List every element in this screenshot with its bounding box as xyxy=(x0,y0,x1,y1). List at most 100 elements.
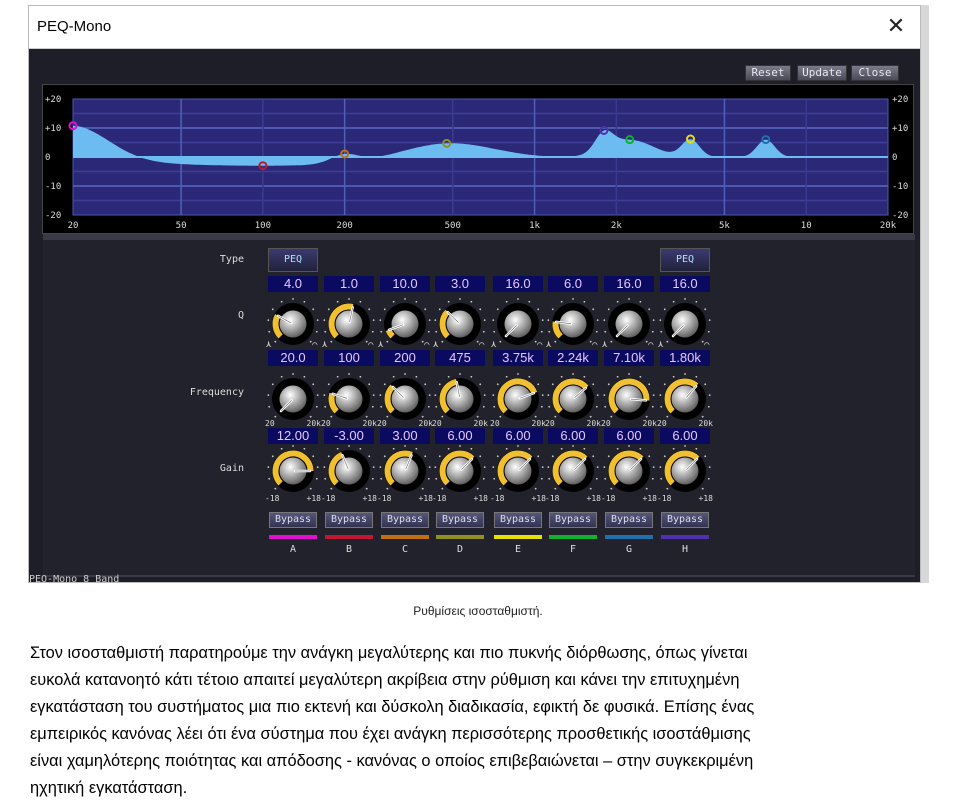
type-button-A[interactable]: PEQ xyxy=(268,248,318,272)
band-marker-G[interactable] xyxy=(761,135,771,145)
frequency-value-D[interactable]: 475 xyxy=(435,350,485,366)
knob-tick xyxy=(639,375,642,378)
q-value-H[interactable]: 16.0 xyxy=(660,276,710,292)
q-value-B[interactable]: 1.0 xyxy=(324,276,374,292)
q-knob-G[interactable] xyxy=(599,294,659,354)
knob-tick xyxy=(415,300,418,303)
eq-curve-plot[interactable]: +20 +20 +10 +10 0 0 -10 -10 -20 -20 20 50 100 200 500 1… xyxy=(43,85,915,235)
gain-knob-D[interactable] xyxy=(430,441,490,501)
gain-min-label: -18 xyxy=(432,494,447,503)
bypass-button-F[interactable]: Bypass xyxy=(549,512,597,528)
band-marker-B[interactable] xyxy=(258,161,268,171)
gain-knob-F[interactable] xyxy=(543,441,603,501)
knob-tick xyxy=(447,300,450,303)
frequency-value-G[interactable]: 7.10k xyxy=(604,350,654,366)
knob-tick xyxy=(392,375,395,378)
knob-tick xyxy=(684,298,686,300)
band-marker-C[interactable] xyxy=(340,149,350,159)
q-value-F[interactable]: 6.0 xyxy=(548,276,598,292)
q-knob-B[interactable] xyxy=(319,294,379,354)
bypass-button-H[interactable]: Bypass xyxy=(661,512,709,528)
knob-tick xyxy=(560,447,563,450)
gain-knob-B[interactable] xyxy=(319,441,379,501)
knob-tick xyxy=(666,340,669,343)
frequency-knob-A[interactable] xyxy=(263,369,323,429)
knob-tick xyxy=(666,487,669,490)
frequency-value-A[interactable]: 20.0 xyxy=(268,350,318,366)
knob-pointer-edge xyxy=(461,458,473,470)
gain-value-E[interactable]: 6.00 xyxy=(493,428,543,444)
frequency-value-C[interactable]: 200 xyxy=(380,350,430,366)
close-icon[interactable]: ✕ xyxy=(886,13,906,38)
gain-knob-C[interactable] xyxy=(375,441,435,501)
frequency-knob-H[interactable] xyxy=(655,369,715,429)
band-marker-A[interactable] xyxy=(68,121,78,131)
frequency-value-E[interactable]: 3.75k xyxy=(493,350,543,366)
band-marker-F[interactable] xyxy=(625,135,635,145)
q-value-A[interactable]: 4.0 xyxy=(268,276,318,292)
frequency-knob-F[interactable] xyxy=(543,369,603,429)
frequency-knob-C[interactable] xyxy=(375,369,435,429)
reset-button[interactable]: Reset xyxy=(745,65,791,81)
gain-knob-H[interactable] xyxy=(655,441,715,501)
x-tick-label: 200 xyxy=(337,221,353,231)
frequency-value-H[interactable]: 1.80k xyxy=(660,350,710,366)
bypass-button-A[interactable]: Bypass xyxy=(269,512,317,528)
q-knob-E[interactable] xyxy=(488,294,548,354)
band-marker-D[interactable] xyxy=(442,138,452,148)
gain-value-C[interactable]: 3.00 xyxy=(380,428,430,444)
knob-tick xyxy=(541,319,544,321)
bypass-button-E[interactable]: Bypass xyxy=(494,512,542,528)
knob-tick xyxy=(434,319,437,321)
knob-tick xyxy=(386,415,389,418)
gain-scale: -18 +18 xyxy=(601,494,657,503)
gain-knob-A[interactable] xyxy=(263,441,323,501)
update-button[interactable]: Update xyxy=(797,65,847,81)
frequency-value-F[interactable]: 2.24k xyxy=(548,350,598,366)
knob-tick xyxy=(672,447,675,450)
type-button-H[interactable]: PEQ xyxy=(660,248,710,272)
y-tick-label: 0 xyxy=(45,153,50,163)
gain-knob-E[interactable] xyxy=(488,441,548,501)
q-knob-A[interactable] xyxy=(263,294,323,354)
gain-knob-G[interactable] xyxy=(599,441,659,501)
paragraph-line: εμπειρικός κανόνας λέει ότι ένα σύστημα … xyxy=(30,725,751,743)
frequency-knob-D[interactable] xyxy=(430,369,490,429)
gain-value-B[interactable]: -3.00 xyxy=(324,428,374,444)
q-knob-F[interactable] xyxy=(543,294,603,354)
knob-pointer-edge xyxy=(686,458,698,470)
freq-max-label: 20k xyxy=(642,419,657,428)
knob-tick xyxy=(695,375,698,378)
q-value-C[interactable]: 10.0 xyxy=(380,276,430,292)
gain-value-F[interactable]: 6.00 xyxy=(548,428,598,444)
gain-value-G[interactable]: 6.00 xyxy=(604,428,654,444)
gain-value-D[interactable]: 6.00 xyxy=(435,428,485,444)
wide-filter-icon: ⋏ xyxy=(322,340,328,350)
band-letter-A: A xyxy=(289,544,297,555)
gain-value-H[interactable]: 6.00 xyxy=(660,428,710,444)
bypass-button-C[interactable]: Bypass xyxy=(381,512,429,528)
peq-window: PEQ-Mono ✕ Reset Update Close +20 +20 +10 +… xyxy=(28,5,921,583)
knob-tick xyxy=(496,308,499,311)
q-value-E[interactable]: 16.0 xyxy=(493,276,543,292)
close-button[interactable]: Close xyxy=(851,65,899,81)
frequency-knob-B[interactable] xyxy=(319,369,379,429)
band-letter-B: B xyxy=(345,544,353,555)
bypass-button-D[interactable]: Bypass xyxy=(436,512,484,528)
bypass-button-B[interactable]: Bypass xyxy=(325,512,373,528)
figure-caption: Ρυθμίσεις ισοσταθμιστή. xyxy=(413,604,543,618)
bypass-button-G[interactable]: Bypass xyxy=(605,512,653,528)
q-knob-H[interactable] xyxy=(655,294,715,354)
gain-value-A[interactable]: 12.00 xyxy=(268,428,318,444)
frequency-knob-E[interactable] xyxy=(488,369,548,429)
band-marker-H[interactable] xyxy=(599,125,609,135)
frequency-knob-G[interactable] xyxy=(599,369,659,429)
q-knob-C[interactable] xyxy=(375,294,435,354)
frequency-value-B[interactable]: 100 xyxy=(324,350,374,366)
band-marker-E[interactable] xyxy=(685,134,695,144)
q-value-D[interactable]: 3.0 xyxy=(435,276,485,292)
q-knob-D[interactable] xyxy=(430,294,490,354)
q-value-G[interactable]: 16.0 xyxy=(604,276,654,292)
paragraph-line: ευκολά κατανοητό κάτι τέτοιο απαιτεί μεγ… xyxy=(30,671,740,689)
knob-tick xyxy=(648,308,651,311)
